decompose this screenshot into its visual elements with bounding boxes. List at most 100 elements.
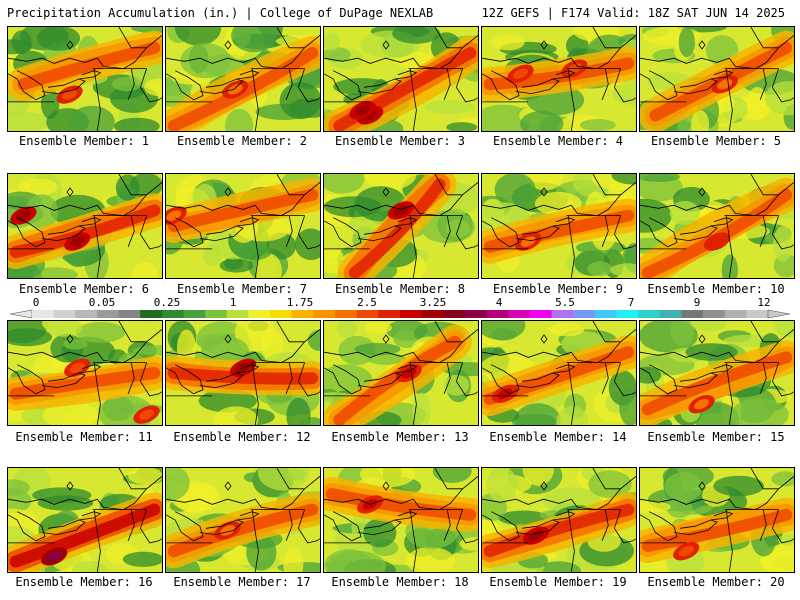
colorbar xyxy=(10,309,790,319)
panel-caption: Ensemble Member: 11 xyxy=(15,430,153,444)
ensemble-panel xyxy=(7,26,163,132)
panel-caption: Ensemble Member: 6 xyxy=(18,282,150,296)
colorbar-tick-label: 1 xyxy=(229,296,237,309)
ensemble-panel xyxy=(323,26,479,132)
colorbar-tick-label: 1.75 xyxy=(286,296,314,309)
valid-time: 12Z GEFS | F174 Valid: 18Z SAT JUN 14 20… xyxy=(481,6,785,20)
colorbar-swatch xyxy=(703,310,726,318)
colorbar-swatch xyxy=(508,310,531,318)
colorbar-swatch xyxy=(75,310,98,318)
precip-map xyxy=(640,174,794,278)
colorbar-swatch xyxy=(529,310,552,318)
precip-map xyxy=(166,321,320,425)
panel-caption: Ensemble Member: 18 xyxy=(331,575,469,589)
precip-map xyxy=(8,174,162,278)
panel-caption: Ensemble Member: 13 xyxy=(331,430,469,444)
panel-caption: Ensemble Member: 8 xyxy=(334,282,466,296)
precip-map xyxy=(166,27,320,131)
ensemble-panel xyxy=(323,467,479,573)
precip-map xyxy=(482,468,636,572)
ensemble-panel xyxy=(639,467,795,573)
panel-caption: Ensemble Member: 3 xyxy=(334,134,466,148)
panel-caption: Ensemble Member: 16 xyxy=(15,575,153,589)
ensemble-panel xyxy=(481,467,637,573)
colorbar-high-arrow xyxy=(767,309,790,319)
ensemble-panel xyxy=(165,26,321,132)
precip-map xyxy=(324,468,478,572)
ensemble-panel xyxy=(639,26,795,132)
colorbar-swatch xyxy=(638,310,661,318)
colorbar-swatch xyxy=(248,310,271,318)
colorbar-swatch xyxy=(681,310,704,318)
panel-caption: Ensemble Member: 4 xyxy=(492,134,624,148)
colorbar-swatch xyxy=(724,310,747,318)
colorbar-tick-label: 7 xyxy=(627,296,635,309)
precip-map xyxy=(324,174,478,278)
colorbar-tick-label: 5.5 xyxy=(555,296,575,309)
ensemble-panel xyxy=(7,467,163,573)
precip-map xyxy=(324,27,478,131)
panel-caption: Ensemble Member: 15 xyxy=(647,430,785,444)
precip-map xyxy=(324,321,478,425)
colorbar-tick-label: 0 xyxy=(32,296,40,309)
colorbar-swatch xyxy=(573,310,596,318)
colorbar-swatch xyxy=(464,310,487,318)
colorbar-swatch xyxy=(551,310,574,318)
ensemble-panel xyxy=(481,26,637,132)
colorbar-tick-label: 12 xyxy=(757,296,771,309)
precip-map xyxy=(166,174,320,278)
ensemble-panel xyxy=(323,173,479,279)
ensemble-panel xyxy=(7,320,163,426)
colorbar-swatch xyxy=(313,310,336,318)
colorbar-swatch xyxy=(400,310,422,318)
precip-map xyxy=(8,321,162,425)
panel-caption: Ensemble Member: 1 xyxy=(18,134,150,148)
chart-title: Precipitation Accumulation (in.) | Colle… xyxy=(7,6,434,20)
colorbar-swatch xyxy=(378,310,401,318)
ensemble-panel xyxy=(481,320,637,426)
panel-caption: Ensemble Member: 20 xyxy=(647,575,785,589)
precip-map xyxy=(8,27,162,131)
colorbar-tick-label: 2.5 xyxy=(357,296,377,309)
precip-map xyxy=(482,174,636,278)
ensemble-panel xyxy=(165,467,321,573)
colorbar-swatch xyxy=(161,310,184,318)
colorbar-swatch xyxy=(616,310,639,318)
ensemble-panel xyxy=(7,173,163,279)
panel-caption: Ensemble Member: 7 xyxy=(176,282,308,296)
colorbar-swatch xyxy=(96,310,119,318)
panel-caption: Ensemble Member: 9 xyxy=(492,282,624,296)
colorbar-swatch xyxy=(53,310,76,318)
colorbar-swatch xyxy=(118,310,141,318)
precip-map xyxy=(640,321,794,425)
precip-map xyxy=(640,27,794,131)
ensemble-panel xyxy=(165,320,321,426)
panel-caption: Ensemble Member: 12 xyxy=(173,430,311,444)
colorbar-swatch xyxy=(205,310,228,318)
colorbar-tick-label: 9 xyxy=(693,296,701,309)
precip-map xyxy=(482,321,636,425)
panel-caption: Ensemble Member: 10 xyxy=(647,282,785,296)
colorbar-tick-label: 0.25 xyxy=(153,296,181,309)
colorbar-swatch xyxy=(356,310,379,318)
precip-map xyxy=(8,468,162,572)
precip-map xyxy=(482,27,636,131)
ensemble-panel xyxy=(323,320,479,426)
panel-caption: Ensemble Member: 14 xyxy=(489,430,627,444)
colorbar-swatch xyxy=(746,310,769,318)
colorbar-tick-label: 3.25 xyxy=(419,296,447,309)
panel-caption: Ensemble Member: 19 xyxy=(489,575,627,589)
colorbar-swatch xyxy=(594,310,617,318)
panel-caption: Ensemble Member: 17 xyxy=(173,575,311,589)
colorbar-swatch xyxy=(183,310,206,318)
ensemble-panel xyxy=(165,173,321,279)
colorbar-swatch xyxy=(32,310,54,318)
colorbar-swatch xyxy=(443,310,466,318)
colorbar-swatch xyxy=(291,310,314,318)
precip-map xyxy=(166,468,320,572)
panel-caption: Ensemble Member: 5 xyxy=(650,134,782,148)
colorbar-swatch xyxy=(140,310,163,318)
colorbar-tick-label: 0.05 xyxy=(88,296,116,309)
colorbar-swatch xyxy=(659,310,682,318)
colorbar-low-arrow xyxy=(10,309,33,319)
